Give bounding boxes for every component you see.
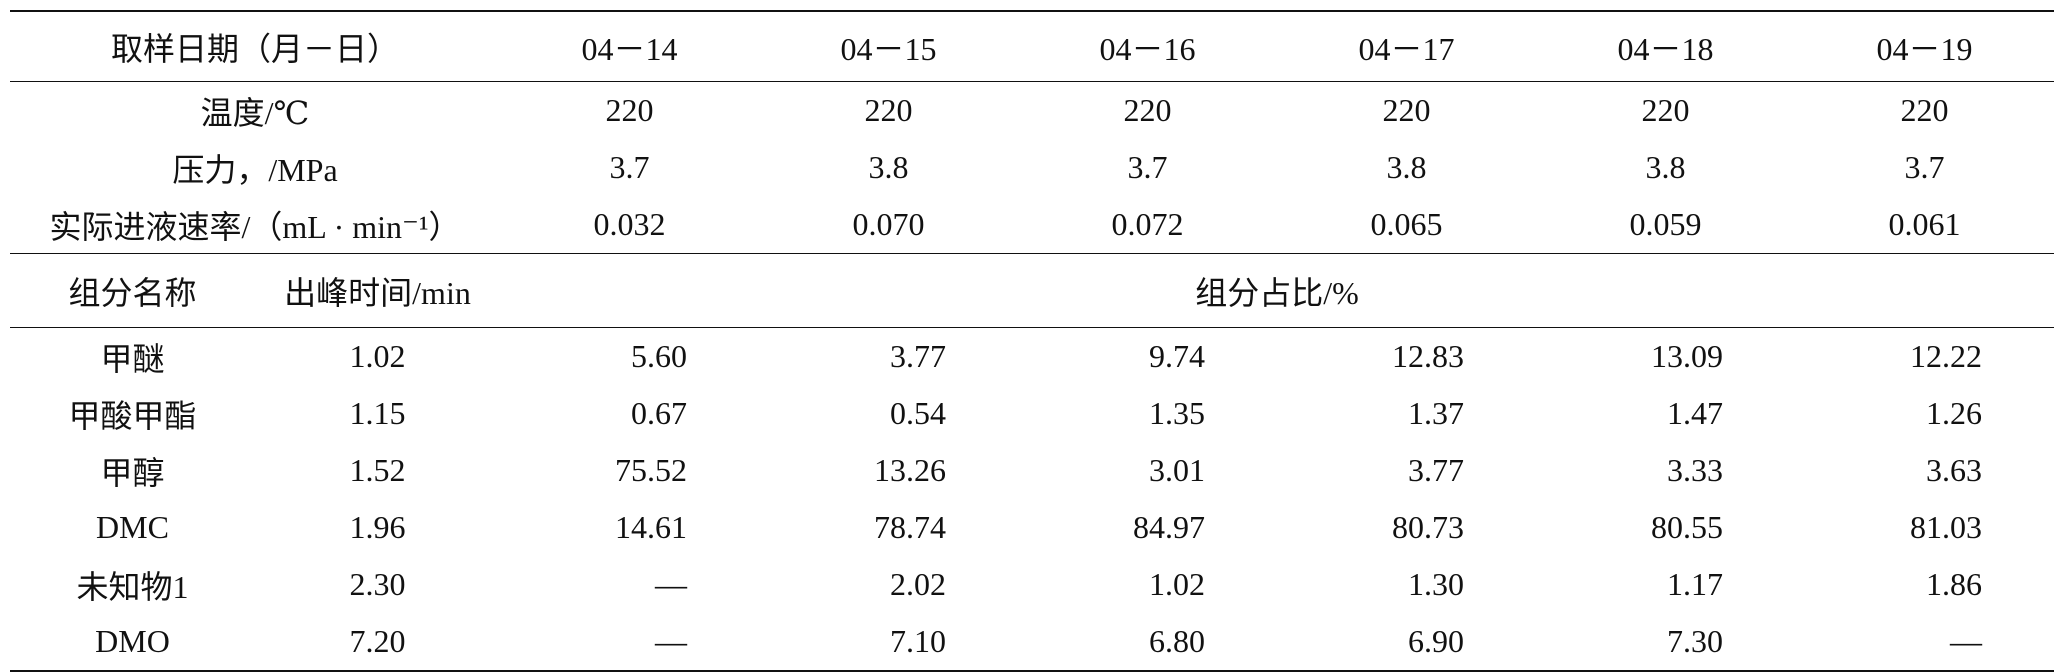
- condition-value: 3.7: [1904, 149, 1945, 185]
- retention-time: 2.30: [349, 566, 406, 602]
- component-share: 3.63: [1926, 452, 1983, 488]
- component-name: DMO: [10, 613, 255, 672]
- date-header: 04－15: [759, 10, 1019, 82]
- condition-value: 0.032: [500, 196, 760, 254]
- data-table: 取样日期（月－日） 04－14 04－15 04－16 04－17 04－18 04－19 温…: [10, 10, 2055, 672]
- component-share: 1.30: [1408, 566, 1465, 602]
- condition-value: 0.065: [1277, 196, 1537, 254]
- component-row: 甲醇 1.52 75.52 13.26 3.01 3.77 3.33 3.63: [10, 442, 2054, 499]
- component-row: 未知物1 2.30 — 2.02 1.02 1.30 1.17 1.86: [10, 556, 2054, 613]
- component-share: 13.09: [1651, 338, 1724, 374]
- component-share: 1.02: [1149, 566, 1206, 602]
- condition-row: 压力，/MPa 3.7 3.8 3.7 3.8 3.8 3.7: [10, 139, 2054, 196]
- date-header: 04－17: [1277, 10, 1537, 82]
- component-share: 2.02: [890, 566, 947, 602]
- component-row: 甲酸甲酯 1.15 0.67 0.54 1.35 1.37 1.47 1.26: [10, 385, 2054, 442]
- header-label: 取样日期（月－日）: [10, 10, 501, 82]
- component-share: 6.80: [1018, 613, 1278, 672]
- condition-row: 实际进液速率/（mL · min⁻¹） 0.032 0.070 0.072 0.065 0…: [10, 196, 2055, 254]
- component-share: 81.03: [1910, 509, 1983, 545]
- component-share: —: [500, 613, 760, 672]
- component-share: 1.86: [1926, 566, 1983, 602]
- component-share: 5.60: [631, 338, 688, 374]
- condition-value: 220: [1123, 92, 1172, 128]
- condition-value: 220: [1900, 92, 1949, 128]
- component-share: 1.17: [1667, 566, 1724, 602]
- retention-time: 1.52: [349, 452, 406, 488]
- component-share: 1.47: [1667, 395, 1724, 431]
- component-share: 3.77: [890, 338, 947, 374]
- retention-time: 1.96: [349, 509, 406, 545]
- condition-label: 实际进液速率/（mL · min⁻¹）: [10, 196, 501, 254]
- header-row: 取样日期（月－日） 04－14 04－15 04－16 04－17 04－18 04－19: [10, 10, 2055, 82]
- date-header: 04－18: [1536, 10, 1796, 82]
- component-share: 0.67: [631, 395, 688, 431]
- condition-value: 0.070: [759, 196, 1019, 254]
- condition-value: 3.7: [609, 149, 650, 185]
- component-share: 3.01: [1149, 452, 1206, 488]
- retention-time: 1.15: [349, 395, 406, 431]
- component-share: 80.55: [1651, 509, 1724, 545]
- component-share: 9.74: [1149, 338, 1206, 374]
- component-share: 6.90: [1277, 613, 1537, 672]
- component-name: 甲醇: [100, 454, 165, 491]
- component-share: —: [1795, 613, 2055, 672]
- condition-value: 220: [864, 92, 913, 128]
- table-body: 取样日期（月－日） 04－14 04－15 04－16 04－17 04－18 04－19 温…: [10, 10, 2055, 672]
- component-share: 7.10: [759, 613, 1019, 672]
- component-share: 1.37: [1408, 395, 1465, 431]
- component-share: 12.83: [1392, 338, 1465, 374]
- component-name: 甲酸甲酯: [68, 397, 197, 434]
- component-share: 75.52: [615, 452, 688, 488]
- component-share: 13.26: [874, 452, 947, 488]
- retention-time: 7.20: [255, 613, 501, 672]
- component-share: 3.77: [1408, 452, 1465, 488]
- component-share: 14.61: [615, 509, 688, 545]
- component-share: 7.30: [1536, 613, 1796, 672]
- component-share: —: [655, 566, 688, 602]
- condition-value: 220: [1382, 92, 1431, 128]
- section-time: 出峰时间/min: [255, 253, 501, 328]
- component-share: 3.33: [1667, 452, 1724, 488]
- condition-value: 0.059: [1536, 196, 1796, 254]
- condition-value: 220: [605, 92, 654, 128]
- condition-label: 温度/℃: [200, 94, 310, 131]
- section-row: 组分名称 出峰时间/min 组分占比/%: [10, 253, 2055, 328]
- component-share: 80.73: [1392, 509, 1465, 545]
- component-row: DMC 1.96 14.61 78.74 84.97 80.73 80.55 81.03: [10, 499, 2054, 556]
- condition-value: 3.8: [1645, 149, 1686, 185]
- component-name: 未知物1: [76, 568, 189, 605]
- condition-value: 3.7: [1127, 149, 1168, 185]
- condition-value: 0.061: [1795, 196, 2055, 254]
- component-share: 0.54: [890, 395, 947, 431]
- component-share: 84.97: [1133, 509, 1206, 545]
- condition-value: 3.8: [868, 149, 909, 185]
- date-header: 04－19: [1795, 10, 2055, 82]
- date-header: 04－16: [1018, 10, 1278, 82]
- component-share: 12.22: [1910, 338, 1983, 374]
- component-row: DMO 7.20—7.10 6.80 6.90 7.30—: [10, 613, 2055, 672]
- component-share: 78.74: [874, 509, 947, 545]
- component-share: 1.35: [1149, 395, 1206, 431]
- date-header: 04－14: [500, 10, 760, 82]
- condition-row: 温度/℃ 220 220 220 220 220 220: [10, 82, 2054, 140]
- section-share: 组分占比/%: [500, 253, 2055, 328]
- condition-label: 压力，/MPa: [172, 151, 338, 188]
- component-share: 1.26: [1926, 395, 1983, 431]
- condition-value: 220: [1641, 92, 1690, 128]
- condition-value: 3.8: [1386, 149, 1427, 185]
- condition-value: 0.072: [1018, 196, 1278, 254]
- component-name: DMC: [96, 509, 169, 545]
- component-name: 甲醚: [100, 340, 165, 377]
- section-name: 组分名称: [10, 253, 255, 328]
- component-row: 甲醚 1.02 5.60 3.77 9.74 12.83 13.09 12.22: [10, 328, 2054, 386]
- retention-time: 1.02: [349, 338, 406, 374]
